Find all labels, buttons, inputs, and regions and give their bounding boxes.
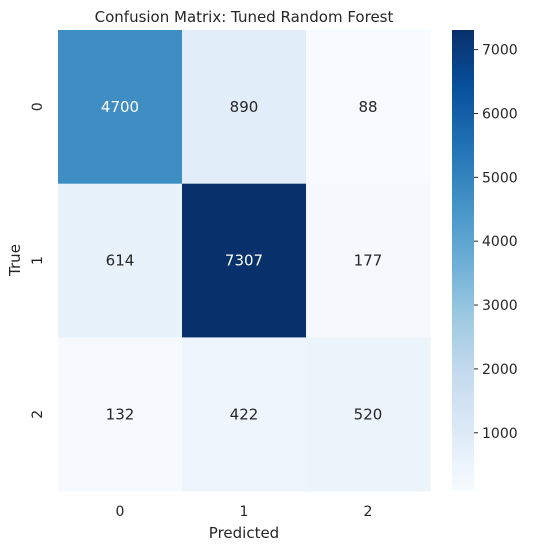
- colorbar-tick-label-4000: 4000: [482, 234, 518, 250]
- heatmap-cell-2-0: [58, 337, 183, 492]
- heatmap-cell-1-2: [306, 183, 431, 338]
- x-tick-label-1: 1: [240, 504, 249, 520]
- heatmap-cell-1-1: [182, 183, 307, 338]
- colorbar-tick-label-6000: 6000: [482, 106, 518, 122]
- heatmap-cells: [58, 30, 431, 492]
- cell-label-0-0: 4700: [101, 98, 139, 116]
- y-axis-ticks: 0 1 2: [30, 102, 46, 418]
- x-tick-label-2: 2: [364, 504, 373, 520]
- cell-label-2-0: 132: [106, 405, 135, 423]
- colorbar-tick-label-2000: 2000: [482, 362, 518, 378]
- cell-annotations: 4700 890 88 614 7307 177 132 422 520: [101, 98, 382, 423]
- heatmap-cell-0-0: [58, 30, 183, 185]
- cell-label-0-2: 88: [358, 98, 377, 116]
- cell-label-1-1: 7307: [225, 252, 263, 270]
- colorbar-ticks: 1000 2000 3000 4000 5000 6000 7000: [474, 43, 518, 442]
- cell-label-1-0: 614: [106, 252, 135, 270]
- heatmap-cell-0-1: [182, 30, 307, 185]
- heatmap-cell-0-2: [306, 30, 431, 185]
- chart-title: Confusion Matrix: Tuned Random Forest: [95, 8, 394, 26]
- cell-label-2-1: 422: [230, 405, 259, 423]
- heatmap-cell-1-0: [58, 183, 183, 338]
- colorbar-tick-label-3000: 3000: [482, 298, 518, 314]
- y-axis-label: True: [6, 244, 24, 277]
- heatmap-cell-2-2: [306, 337, 431, 492]
- heatmap-cell-2-1: [182, 337, 307, 492]
- colorbar-tick-label-7000: 7000: [482, 43, 518, 59]
- colorbar: [452, 30, 474, 491]
- x-axis-label: Predicted: [209, 524, 279, 542]
- cell-label-0-1: 890: [230, 98, 259, 116]
- colorbar-tick-label-5000: 5000: [482, 170, 518, 186]
- colorbar-tick-label-1000: 1000: [482, 426, 518, 442]
- y-tick-label-0: 0: [30, 102, 46, 111]
- cell-label-1-2: 177: [354, 252, 383, 270]
- y-tick-label-1: 1: [30, 256, 46, 265]
- x-axis-ticks: 0 1 2: [116, 504, 373, 520]
- cell-label-2-2: 520: [354, 405, 383, 423]
- y-tick-label-2: 2: [30, 410, 46, 419]
- x-tick-label-0: 0: [116, 504, 125, 520]
